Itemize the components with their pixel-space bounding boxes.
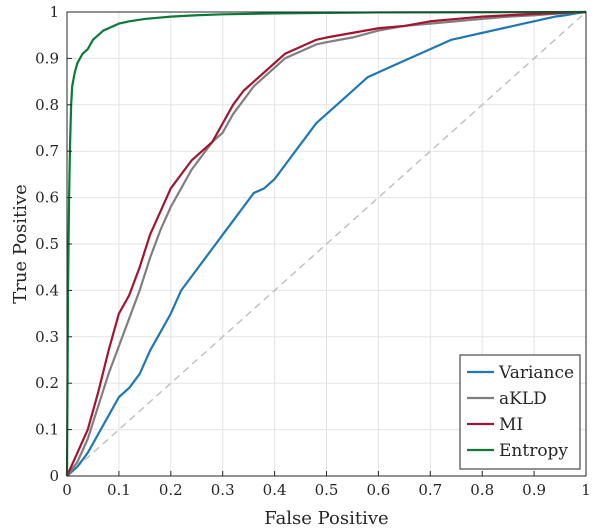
legend-label-mi: MI <box>499 415 523 435</box>
x-tick-label: 0.5 <box>315 481 339 499</box>
y-tick-label: 0.7 <box>35 142 59 160</box>
y-tick-label: 0.8 <box>35 96 59 114</box>
x-tick-label: 0.4 <box>263 481 287 499</box>
series-line-akld <box>66 10 587 477</box>
y-tick-label: 0.4 <box>35 281 59 299</box>
x-tick-labels: 0 0.1 0.2 0.3 0.4 0.5 0.6 0.7 0.8 0.9 1 <box>62 471 591 499</box>
y-tick-label: 0.2 <box>35 374 59 392</box>
x-tick-label: 1 <box>581 481 591 499</box>
x-tick-label: 0.6 <box>366 481 390 499</box>
series-group <box>65 10 587 477</box>
x-tick-label: 0.2 <box>159 481 183 499</box>
y-tick-label: 0 <box>49 467 59 485</box>
y-tick-labels: 0 0.1 0.2 0.3 0.4 0.5 0.6 0.7 0.8 0.9 1 <box>35 3 72 485</box>
x-tick-label: 0.1 <box>107 481 131 499</box>
legend-label-variance: Variance <box>498 363 574 383</box>
diagonal-reference-line <box>66 11 587 477</box>
y-tick-label: 0.9 <box>35 49 59 67</box>
x-axis-label: False Positive <box>264 508 388 529</box>
y-tick-label: 1 <box>49 3 59 21</box>
series-line-mi <box>65 10 587 477</box>
y-tick-label: 0.5 <box>35 235 59 253</box>
legend-label-akld: aKLD <box>499 389 547 409</box>
x-tick-label: 0 <box>62 481 72 499</box>
x-tick-label: 0.9 <box>522 481 546 499</box>
x-tick-label: 0.3 <box>211 481 235 499</box>
x-tick-label: 0.8 <box>470 481 494 499</box>
series-line-variance <box>66 10 587 477</box>
legend: Variance aKLD MI Entropy <box>459 354 581 470</box>
x-tick-label: 0.7 <box>418 481 442 499</box>
y-tick-label: 0.6 <box>35 189 59 207</box>
legend-label-entropy: Entropy <box>499 441 568 461</box>
y-axis-label: True Positive <box>10 184 31 304</box>
y-tick-label: 0.1 <box>35 421 59 439</box>
y-tick-label: 0.3 <box>35 328 59 346</box>
